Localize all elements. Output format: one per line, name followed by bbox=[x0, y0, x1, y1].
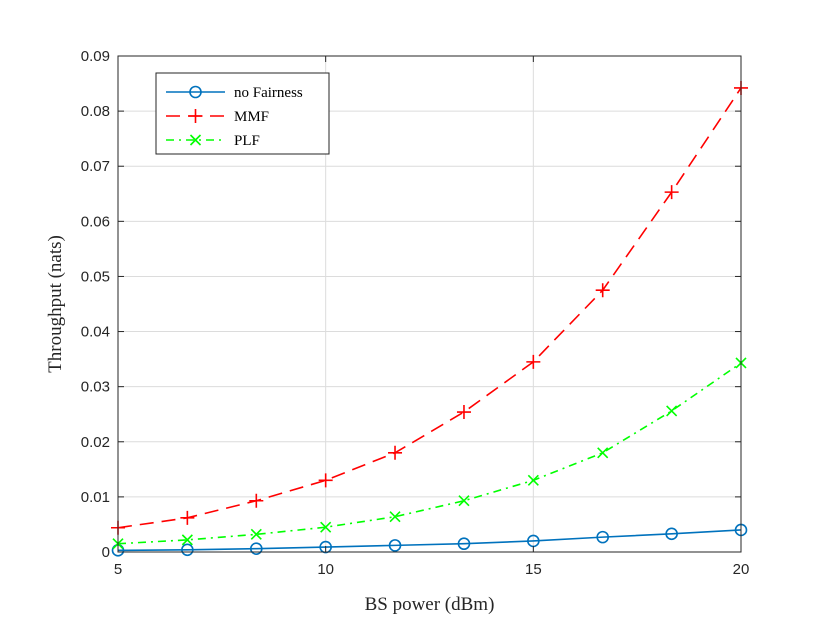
ticks: 5 10 15 20 0 0.01 0.02 0.03 0.04 0.05 0.06 0.07 0.08… bbox=[81, 48, 750, 578]
legend-label-mmf: MMF bbox=[234, 109, 269, 125]
legend-item-mmf: MMF bbox=[166, 109, 269, 125]
series-layer bbox=[111, 80, 748, 557]
series-line-plf bbox=[117, 362, 742, 545]
legend-box bbox=[155, 72, 330, 155]
x-tick-label: 20 bbox=[733, 561, 750, 578]
series-plf bbox=[112, 357, 747, 550]
data-point-no-fairness bbox=[319, 540, 332, 554]
data-point-mmf bbox=[664, 185, 679, 200]
y-tick-label: 0.03 bbox=[81, 379, 110, 396]
x-tick-label: 5 bbox=[114, 561, 122, 578]
data-point-mmf bbox=[180, 510, 195, 525]
data-point-mmf bbox=[595, 283, 610, 298]
data-point-plf bbox=[597, 447, 609, 459]
legend-marker-mmf bbox=[188, 109, 203, 123]
legend: no Fairness MMF PLF bbox=[155, 72, 330, 155]
y-tick-label: 0.07 bbox=[81, 158, 110, 175]
y-tick-label: 0.06 bbox=[81, 213, 110, 230]
series-line-no-fairness bbox=[117, 529, 742, 552]
data-point-no-fairness bbox=[388, 539, 402, 552]
legend-marker-no-fairness bbox=[189, 85, 202, 99]
y-tick-label: 0.04 bbox=[81, 324, 110, 341]
data-point-mmf bbox=[249, 493, 264, 508]
y-tick-label: 0.09 bbox=[81, 48, 110, 65]
data-point-no-fairness bbox=[181, 543, 194, 557]
data-point-mmf bbox=[388, 445, 403, 460]
legend-marker-plf bbox=[189, 134, 202, 146]
x-tick-label: 10 bbox=[317, 561, 334, 578]
legend-item-no-fairness: no Fairness bbox=[166, 85, 303, 101]
data-point-mmf bbox=[318, 473, 333, 488]
data-point-no-fairness bbox=[250, 542, 263, 555]
data-point-plf bbox=[666, 405, 678, 417]
y-tick-label: 0.02 bbox=[81, 434, 110, 451]
data-point-no-fairness bbox=[596, 530, 609, 544]
y-tick-label: 0.08 bbox=[81, 103, 110, 120]
data-point-plf bbox=[389, 511, 401, 523]
data-point-no-fairness bbox=[457, 537, 471, 551]
data-point-mmf bbox=[526, 354, 541, 369]
data-point-plf bbox=[458, 495, 470, 507]
x-tick-label: 15 bbox=[525, 561, 542, 578]
y-tick-label: 0.01 bbox=[81, 489, 110, 506]
grid bbox=[118, 56, 741, 552]
legend-item-plf: PLF bbox=[166, 133, 260, 149]
y-tick-label: 0 bbox=[102, 544, 110, 561]
legend-label-plf: PLF bbox=[234, 133, 260, 149]
data-point-no-fairness bbox=[665, 527, 678, 541]
data-point-plf bbox=[320, 521, 332, 533]
data-point-mmf bbox=[456, 405, 471, 420]
data-point-plf bbox=[181, 534, 193, 546]
y-tick-label: 0.05 bbox=[81, 268, 110, 285]
legend-label-no-fairness: no Fairness bbox=[234, 85, 303, 101]
data-point-plf bbox=[250, 528, 262, 540]
data-point-plf bbox=[527, 474, 539, 486]
y-axis-label: Throughput (nats) bbox=[45, 235, 66, 373]
x-axis-label: BS power (dBm) bbox=[365, 594, 495, 615]
axes-box bbox=[117, 55, 742, 553]
